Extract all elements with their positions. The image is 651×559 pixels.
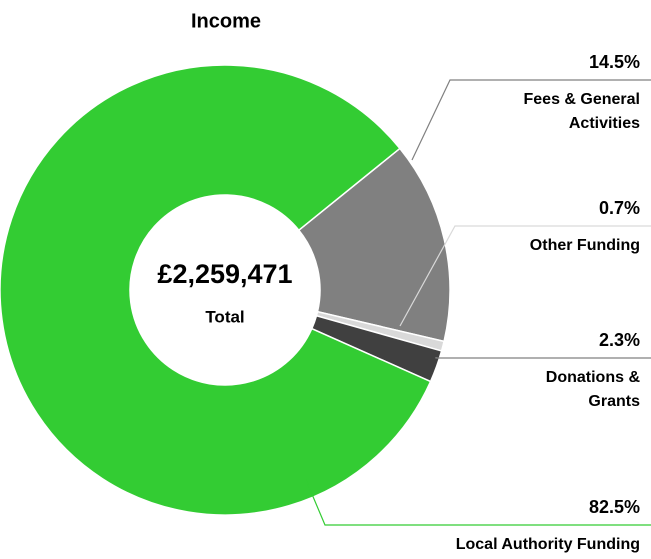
value-label: 2.3% (599, 330, 640, 350)
leader-line (399, 225, 651, 327)
leader-line (411, 79, 651, 161)
category-label: Fees & General Activities (523, 91, 641, 132)
leader-line (435, 357, 651, 359)
value-label: 82.5% (589, 497, 640, 517)
category-label: Other Funding (529, 237, 640, 254)
center-value: £2,259,471 (157, 259, 292, 289)
category-label: Donations & Grants (545, 369, 640, 410)
center-label: Total (205, 307, 244, 326)
chart-title: Income (191, 10, 261, 32)
donut-slice (297, 147, 451, 343)
donut-slice (0, 64, 432, 516)
category-label: Local Authority Funding (455, 536, 640, 553)
value-label: 0.7% (599, 198, 640, 218)
leader-line (305, 479, 651, 526)
value-label: 14.5% (589, 52, 640, 72)
